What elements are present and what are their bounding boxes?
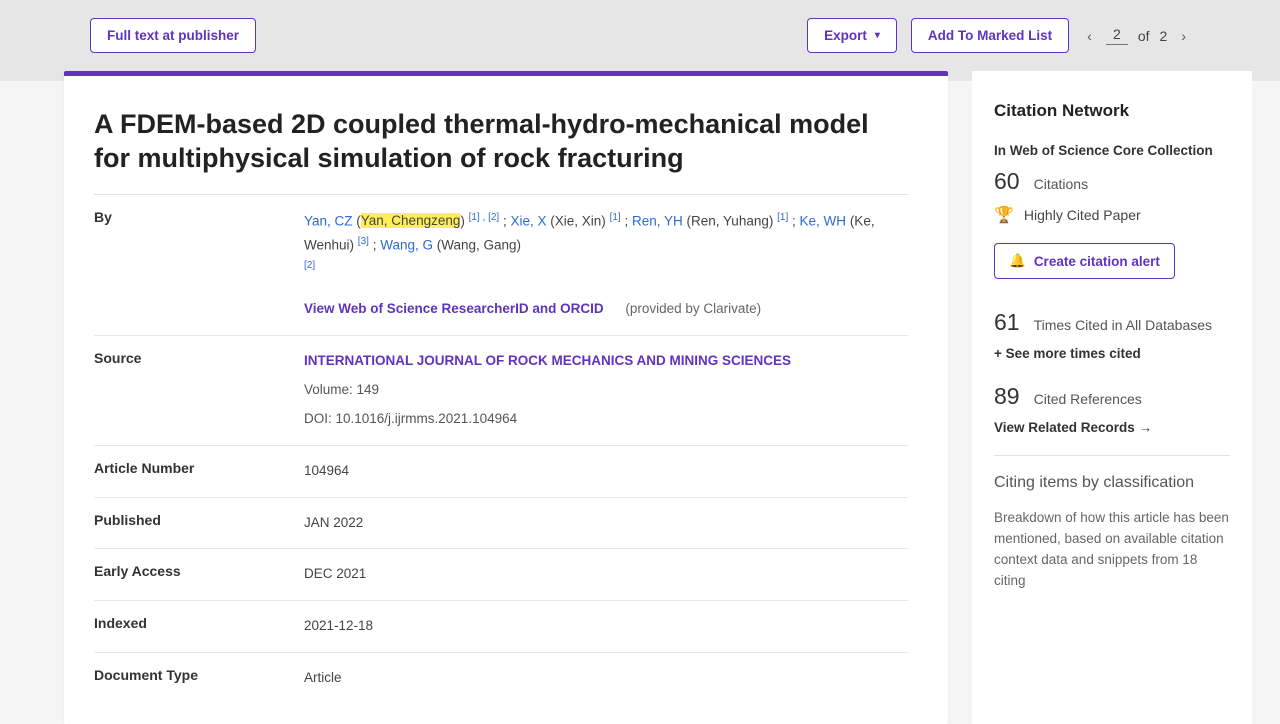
citing-classification-text: Breakdown of how this article has been m…: [994, 508, 1230, 592]
author-link[interactable]: Ren, YH: [632, 213, 683, 228]
pager-current: 2: [1106, 26, 1128, 45]
author-paren: (Wang, Gang): [437, 237, 521, 252]
researcherid-link[interactable]: View Web of Science ResearcherID and ORC…: [304, 301, 604, 316]
wos-core-label: In Web of Science Core Collection: [994, 143, 1230, 158]
value-article-number: 104964: [304, 460, 908, 483]
alldb-count[interactable]: 61: [994, 309, 1020, 336]
highly-cited-label: Highly Cited Paper: [1024, 207, 1141, 223]
chevron-down-icon: ▾: [875, 30, 880, 41]
author-paren: (Ren, Yuhang): [687, 213, 774, 228]
author-affil-sup[interactable]: [3]: [358, 236, 369, 247]
author-highlighted: Yan, Chengzeng: [361, 213, 461, 228]
add-to-marked-list-button[interactable]: Add To Marked List: [911, 18, 1069, 53]
create-citation-alert-button[interactable]: 🔔 Create citation alert: [994, 243, 1175, 279]
highly-cited-row: 🏆 Highly Cited Paper: [994, 205, 1230, 225]
stat-citations: 60 Citations: [994, 168, 1230, 195]
researcherid-row: View Web of Science ResearcherID and ORC…: [304, 298, 908, 321]
author-paren-close: ): [460, 213, 465, 228]
row-published: Published JAN 2022: [94, 498, 908, 550]
value-published: JAN 2022: [304, 512, 908, 535]
author-affil-sup[interactable]: [1] , [2]: [469, 212, 500, 223]
author-affil-sup[interactable]: [1]: [610, 212, 621, 223]
record-title: A FDEM-based 2D coupled thermal-hydro-me…: [94, 108, 908, 195]
record-pager: ‹ 2 of 2 ›: [1083, 24, 1190, 48]
sidebar-divider: [994, 455, 1230, 456]
trophy-icon: 🏆: [994, 205, 1014, 225]
author-affil-sup[interactable]: [1]: [777, 212, 788, 223]
row-early-access: Early Access DEC 2021: [94, 549, 908, 601]
source-doi: DOI: 10.1016/j.ijrmms.2021.104964: [304, 408, 908, 431]
source-volume: Volume: 149: [304, 379, 908, 402]
toolbar-left: Full text at publisher: [90, 18, 256, 53]
pager-prev-icon[interactable]: ‹: [1083, 24, 1096, 48]
record-card: A FDEM-based 2D coupled thermal-hydro-me…: [64, 71, 948, 724]
row-by: By Yan, CZ (Yan, Chengzeng) [1] , [2] ; …: [94, 195, 908, 336]
sidebar-heading: Citation Network: [994, 101, 1230, 121]
citation-network-sidebar: Citation Network In Web of Science Core …: [972, 71, 1252, 724]
author-sep: ;: [624, 213, 632, 228]
cited-refs-label: Cited References: [1034, 391, 1142, 407]
author-paren: (Xie, Xin): [550, 213, 606, 228]
author-link[interactable]: Xie, X: [510, 213, 546, 228]
action-toolbar: Full text at publisher Export ▾ Add To M…: [0, 0, 1280, 81]
content-wrap: A FDEM-based 2D coupled thermal-hydro-me…: [0, 71, 1280, 724]
value-document-type: Article: [304, 667, 908, 690]
view-related-records-link[interactable]: View Related Records: [994, 420, 1230, 435]
row-indexed: Indexed 2021-12-18: [94, 601, 908, 653]
row-article-number: Article Number 104964: [94, 446, 908, 498]
full-text-publisher-button[interactable]: Full text at publisher: [90, 18, 256, 53]
author-link[interactable]: Yan, CZ: [304, 213, 353, 228]
pager-of: of: [1138, 28, 1150, 44]
author-link[interactable]: Wang, G: [380, 237, 433, 252]
export-button[interactable]: Export ▾: [807, 18, 897, 53]
label-indexed: Indexed: [94, 615, 304, 638]
see-more-times-cited-link[interactable]: See more times cited: [994, 346, 1230, 361]
alldb-label: Times Cited in All Databases: [1034, 317, 1212, 333]
label-article-number: Article Number: [94, 460, 304, 483]
citations-count[interactable]: 60: [994, 168, 1020, 195]
row-document-type: Document Type Article: [94, 653, 908, 704]
label-source: Source: [94, 350, 304, 431]
pager-total: 2: [1160, 28, 1168, 44]
value-source: INTERNATIONAL JOURNAL OF ROCK MECHANICS …: [304, 350, 908, 431]
bell-icon: 🔔: [1009, 253, 1026, 269]
author-affil-sup[interactable]: [2]: [304, 260, 315, 271]
label-early-access: Early Access: [94, 563, 304, 586]
value-early-access: DEC 2021: [304, 563, 908, 586]
citations-label: Citations: [1034, 176, 1088, 192]
authors-block: Yan, CZ (Yan, Chengzeng) [1] , [2] ; Xie…: [304, 209, 908, 321]
toolbar-right: Export ▾ Add To Marked List ‹ 2 of 2 ›: [807, 18, 1190, 53]
stat-cited-refs: 89 Cited References: [994, 383, 1230, 410]
author-link[interactable]: Ke, WH: [800, 213, 847, 228]
label-published: Published: [94, 512, 304, 535]
stat-all-db: 61 Times Cited in All Databases: [994, 309, 1230, 336]
label-document-type: Document Type: [94, 667, 304, 690]
source-journal-link[interactable]: INTERNATIONAL JOURNAL OF ROCK MECHANICS …: [304, 350, 908, 373]
citing-classification-heading: Citing items by classification: [994, 474, 1230, 492]
label-by: By: [94, 209, 304, 321]
value-indexed: 2021-12-18: [304, 615, 908, 638]
export-label: Export: [824, 28, 867, 43]
create-alert-label: Create citation alert: [1034, 254, 1160, 269]
cited-refs-count[interactable]: 89: [994, 383, 1020, 410]
pager-next-icon[interactable]: ›: [1177, 24, 1190, 48]
provided-by: (provided by Clarivate): [625, 301, 761, 316]
author-sep: ;: [792, 213, 800, 228]
row-source: Source INTERNATIONAL JOURNAL OF ROCK MEC…: [94, 336, 908, 446]
